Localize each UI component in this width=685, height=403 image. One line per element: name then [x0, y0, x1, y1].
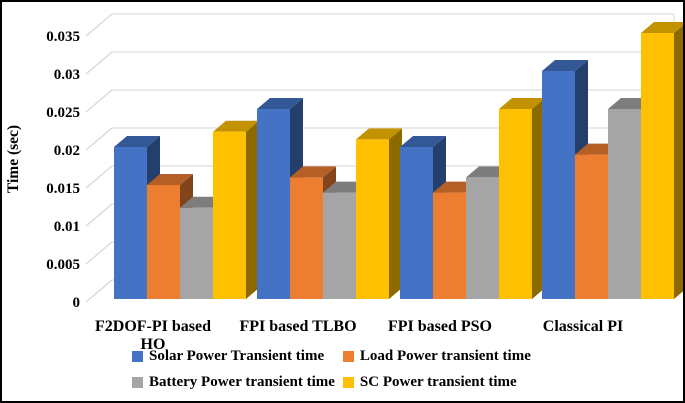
gridline-slant	[85, 13, 113, 37]
bar-top-face	[257, 98, 303, 109]
legend-item-2: Load Power transient time	[342, 348, 531, 364]
bars-layer	[114, 22, 683, 299]
bar-front-face	[641, 33, 674, 299]
gridline-slant	[85, 279, 113, 303]
bar-front-face	[433, 192, 466, 299]
bar-top-face	[356, 128, 402, 140]
bar-top-face	[114, 136, 160, 147]
y-tick-label: 0.015	[46, 181, 80, 197]
legend-label: SC Power transient time	[359, 374, 517, 390]
bar-g2-s4	[356, 128, 402, 299]
bar-front-face	[147, 185, 180, 299]
bar-top-face	[542, 60, 588, 71]
bar-front-face	[542, 71, 575, 299]
bar-g3-s4	[499, 98, 545, 299]
bar-front-face	[499, 109, 532, 299]
bar-top-face	[400, 136, 446, 147]
category-label: F2DOF-PI based	[95, 318, 211, 335]
bar-front-face	[257, 109, 290, 299]
bar-top-face	[290, 166, 336, 178]
bar-g1-s4	[213, 120, 259, 299]
gridline-slant	[85, 241, 113, 265]
gridline-slant	[85, 127, 113, 151]
bar-front-face	[180, 207, 213, 299]
axis-labels-layer: 0 0.005 0.01 0.015 0.02 0.025 0.03 0.035 F2DOF-P…	[46, 29, 623, 353]
legend-swatch-icon	[132, 377, 143, 388]
bar-front-face	[400, 147, 433, 299]
y-tick-label: 0.035	[46, 29, 80, 45]
bar-front-face	[356, 139, 389, 299]
bar-front-face	[608, 109, 641, 299]
legend-swatch-icon	[342, 351, 354, 362]
legend-label: Battery Power transient time	[149, 374, 335, 390]
legend-item-4: SC Power transient time	[342, 374, 531, 390]
y-tick-label: 0.01	[54, 219, 80, 235]
category-label: FPI based PSO	[388, 318, 492, 335]
bar-top-face	[147, 174, 193, 185]
bar-front-face	[323, 192, 356, 299]
bar-front-face	[466, 177, 499, 299]
legend-item-3: Battery Power transient time	[132, 375, 335, 390]
bar-front-face	[213, 131, 246, 299]
bar-side-face	[532, 98, 545, 299]
gridline-slant	[85, 51, 113, 75]
legend-label: Load Power transient time	[359, 348, 531, 364]
y-tick-label: 0.02	[54, 143, 80, 159]
bar-front-face	[290, 177, 323, 299]
bar-g4-s4	[641, 22, 683, 299]
gridline-slant	[85, 89, 113, 113]
gridline-slant	[85, 165, 113, 189]
bar-front-face	[575, 154, 608, 299]
bar-top-face	[213, 120, 259, 132]
bar-top-face	[499, 98, 545, 109]
y-tick-label: 0	[73, 295, 81, 311]
y-tick-label: 0.005	[46, 257, 80, 273]
legend-swatch-icon	[132, 351, 143, 362]
category-label-line2: HO	[141, 336, 166, 353]
category-label: FPI based TLBO	[239, 318, 356, 335]
category-label: Classical PI	[543, 318, 623, 335]
legend-item-1: Solar Power Transient time	[132, 349, 335, 364]
y-tick-label: 0.025	[46, 105, 80, 121]
bar-front-face	[114, 147, 147, 299]
bar-side-face	[674, 25, 683, 299]
legend-label: Solar Power Transient time	[149, 348, 325, 364]
y-axis-title: Time (sec)	[5, 125, 22, 193]
legend-swatch-icon	[342, 377, 354, 388]
bar-side-face	[246, 120, 259, 299]
gridline-slant	[85, 203, 113, 227]
bar-side-face	[389, 128, 402, 299]
y-tick-label: 0.03	[54, 67, 80, 83]
chart-legend: Solar Power Transient time Load Power tra…	[132, 349, 531, 390]
bar-top-face	[641, 22, 683, 33]
